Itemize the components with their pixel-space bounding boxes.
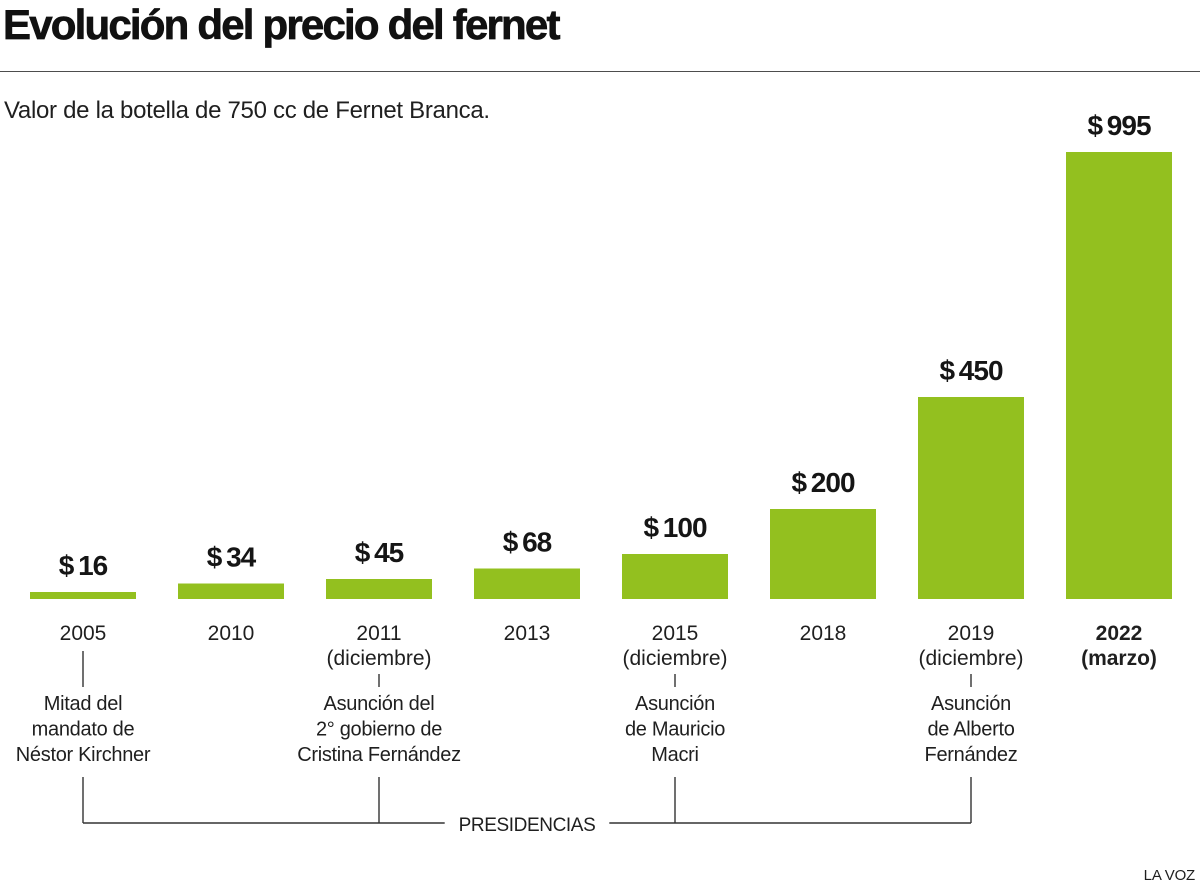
value-label-2015: $ 100 (643, 512, 706, 543)
bar-2011 (326, 578, 432, 599)
value-label-2010: $ 34 (207, 542, 257, 573)
annotation-2015-line-3: Macri (651, 744, 698, 766)
year-note-2022: (marzo) (1081, 647, 1157, 670)
presidencies-annotations: Mitad del mandato de Néstor Kirchner Asunci… (16, 651, 1018, 836)
annotation-2011-line-2: 2° gobierno de (316, 719, 442, 741)
value-labels: $ 16 $ 34 $ 45 $ 68 $ 100 $ 200 $ 450 $ 995 (59, 110, 1152, 581)
year-label-2018: 2018 (800, 622, 847, 645)
year-label-2005: 2005 (60, 622, 107, 645)
annotation-2011-line-3: Cristina Fernández (297, 744, 461, 766)
value-label-2013: $ 68 (503, 527, 552, 558)
year-label-2019: 2019 (948, 622, 995, 645)
year-note-2015: (diciembre) (622, 647, 727, 670)
annotation-2011-line-1: Asunción del (324, 693, 435, 715)
presidencias-label: PRESIDENCIAS (459, 815, 596, 836)
title-divider (0, 71, 1200, 72)
bar-2015 (622, 554, 728, 599)
year-label-2011: 2011 (356, 622, 401, 645)
annotation-2019-line-2: de Alberto (927, 719, 1014, 741)
bars (30, 152, 1172, 599)
value-label-2011: $ 45 (355, 537, 404, 568)
year-label-2015: 2015 (652, 622, 699, 645)
value-label-2022: $ 995 (1087, 110, 1150, 141)
year-note-2011: (diciembre) (326, 647, 431, 670)
year-labels: 2005 2010 2011(diciembre)2013 2015(diciembr… (60, 622, 1157, 670)
year-label-2022: 2022 (1096, 622, 1143, 645)
annotation-2005-line-3: Néstor Kirchner (16, 744, 151, 766)
annotation-2015-line-2: de Mauricio (625, 719, 725, 741)
bar-2019 (918, 396, 1024, 599)
bar-2018 (770, 509, 876, 599)
annotation-2005-line-2: mandato de (32, 719, 135, 741)
source-credit: LA VOZ (1143, 867, 1196, 884)
annotation-2015-line-1: Asunción (635, 693, 715, 715)
bar-2005 (30, 591, 136, 599)
chart-subtitle: Valor de la botella de 750 cc de Fernet … (4, 97, 490, 124)
annotation-2019-line-1: Asunción (931, 693, 1011, 715)
value-label-2018: $ 200 (791, 467, 854, 498)
value-label-2019: $ 450 (939, 355, 1002, 386)
bar-2010 (178, 583, 284, 599)
year-note-2019: (diciembre) (918, 647, 1023, 670)
year-label-2013: 2013 (504, 622, 551, 645)
chart-title: Evolución del precio del fernet (3, 1, 561, 48)
value-label-2005: $ 16 (59, 550, 108, 581)
annotation-2019-line-3: Fernández (925, 744, 1018, 766)
bar-2013 (474, 568, 580, 599)
annotation-2005-line-1: Mitad del (44, 693, 122, 715)
bar-2022 (1066, 152, 1172, 599)
year-label-2010: 2010 (208, 622, 255, 645)
